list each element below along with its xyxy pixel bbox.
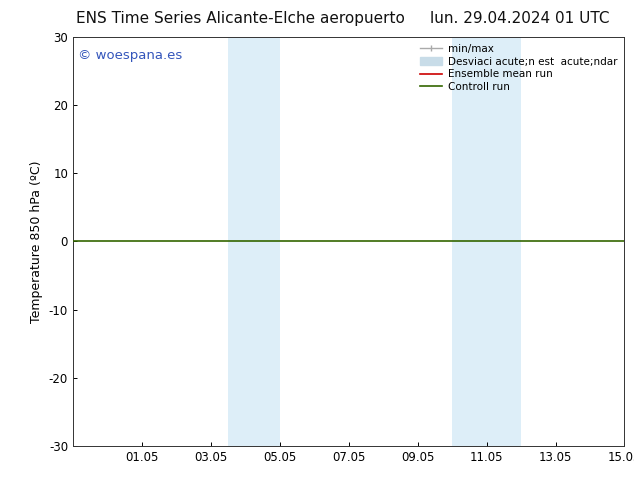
Bar xyxy=(228,37,280,446)
Text: © woespana.es: © woespana.es xyxy=(79,49,183,62)
Bar xyxy=(452,37,521,446)
Y-axis label: Temperature 850 hPa (ºC): Temperature 850 hPa (ºC) xyxy=(30,160,43,322)
Text: ENS Time Series Alicante-Elche aeropuerto: ENS Time Series Alicante-Elche aeropuert… xyxy=(77,11,405,26)
Legend: min/max, Desviaci acute;n est  acute;ndar, Ensemble mean run, Controll run: min/max, Desviaci acute;n est acute;ndar… xyxy=(418,42,619,94)
Text: lun. 29.04.2024 01 UTC: lun. 29.04.2024 01 UTC xyxy=(430,11,610,26)
